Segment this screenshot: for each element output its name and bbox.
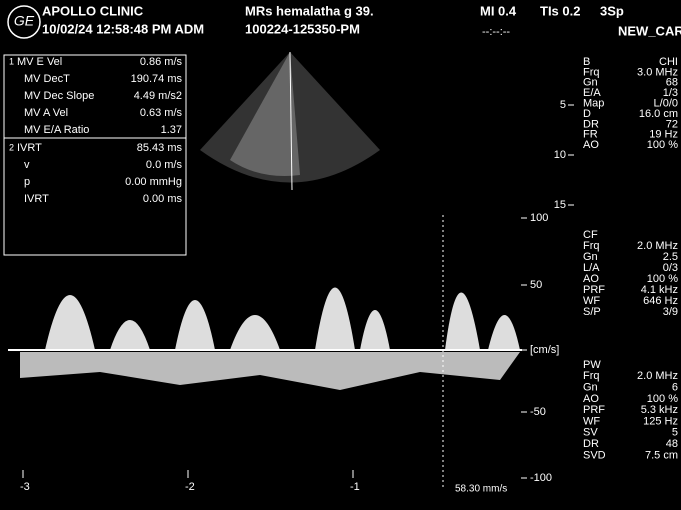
doppler-spectrum <box>45 288 520 351</box>
param-label: SV <box>583 427 598 439</box>
param-value: 100 % <box>647 139 678 151</box>
page: GE APOLLO CLINIC 10/02/24 12:58:48 PM AD… <box>0 0 681 510</box>
velocity-label: 50 <box>530 279 542 291</box>
measure-value: 0.00 ms <box>143 193 183 205</box>
param-value: 3/9 <box>663 306 678 318</box>
param-value: 48 <box>666 438 678 450</box>
param-label: DR <box>583 438 599 450</box>
param-value: 100 % <box>647 393 678 405</box>
datetime: 10/02/24 12:58:48 PM ADM <box>42 21 204 36</box>
param-label: S/P <box>583 306 601 318</box>
measure-value: 1.37 <box>161 124 182 136</box>
measure-label: MV E/A Ratio <box>24 124 89 136</box>
measure-label: IVRT <box>17 142 42 154</box>
measure-label: MV Dec Slope <box>24 90 94 102</box>
depth-label: 5 <box>560 99 566 111</box>
patient: MRs hemalatha g 39. <box>245 3 374 18</box>
velocity-label: -100 <box>530 472 552 484</box>
doppler-reverse <box>20 352 520 390</box>
velocity-label: [cm/s] <box>530 344 559 356</box>
measure-value: 0.0 m/s <box>146 159 183 171</box>
tis: TIs 0.2 <box>540 3 580 18</box>
param-label: WF <box>583 415 600 427</box>
measure-value: 190.74 ms <box>131 73 183 85</box>
mi: MI 0.4 <box>480 3 517 18</box>
group-index: 1 <box>9 56 14 66</box>
param-value: 5.3 kHz <box>641 404 678 416</box>
measure-value: 85.43 ms <box>137 142 183 154</box>
measure-value: 4.49 m/s2 <box>134 90 182 102</box>
param-value: 2.0 MHz <box>637 370 678 382</box>
section-title: PW <box>583 359 601 371</box>
time-label: -3 <box>20 481 30 493</box>
group-index: 2 <box>9 142 14 152</box>
param-label: AO <box>583 139 599 151</box>
param-label: SVD <box>583 449 606 461</box>
preset: NEW_CAR <box>618 23 681 38</box>
measure-label: v <box>24 159 30 171</box>
clock: --:--:-- <box>482 26 510 38</box>
param-value: 6 <box>672 382 678 394</box>
measure-value: 0.00 mmHg <box>125 176 182 188</box>
param-value: 125 Hz <box>643 415 678 427</box>
sweep-speed: 58.30 mm/s <box>455 484 507 495</box>
measure-label: MV DecT <box>24 73 70 85</box>
study-id: 100224-125350-PM <box>245 21 360 36</box>
measure-label: p <box>24 176 30 188</box>
param-label: Frq <box>583 370 600 382</box>
param-value: 5 <box>672 427 678 439</box>
measure-label: IVRT <box>24 193 49 205</box>
measure-value: 0.63 m/s <box>140 107 183 119</box>
velocity-label: -50 <box>530 406 546 418</box>
clinic: APOLLO CLINIC <box>42 3 144 18</box>
depth-label: 15 <box>554 199 566 211</box>
probe: 3Sp <box>600 3 624 18</box>
measurement-panel <box>4 55 186 255</box>
param-label: PRF <box>583 404 605 416</box>
ultrasound-screen: GE APOLLO CLINIC 10/02/24 12:58:48 PM AD… <box>0 0 681 510</box>
param-value: 7.5 cm <box>645 449 678 461</box>
measure-value: 0.86 m/s <box>140 56 183 68</box>
param-label: AO <box>583 393 599 405</box>
measure-label: MV A Vel <box>24 107 68 119</box>
time-label: -2 <box>185 481 195 493</box>
logo: GE <box>14 13 35 29</box>
time-label: -1 <box>350 481 360 493</box>
param-label: Gn <box>583 382 598 394</box>
velocity-label: 100 <box>530 212 548 224</box>
measure-label: MV E Vel <box>17 56 62 68</box>
depth-label: 10 <box>554 149 566 161</box>
